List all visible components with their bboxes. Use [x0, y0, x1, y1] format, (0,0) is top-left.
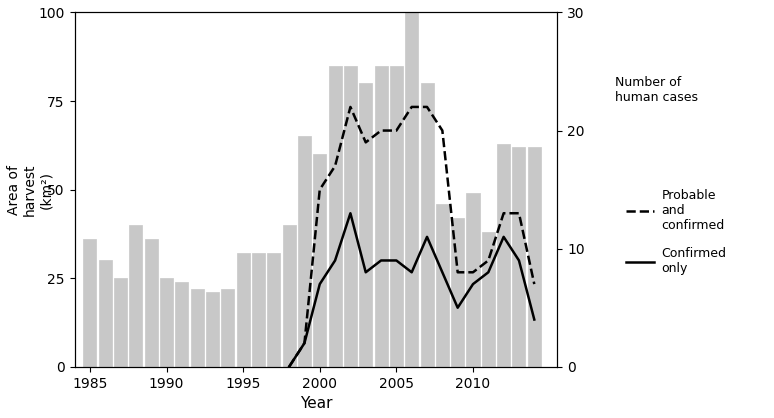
Bar [420, 83, 433, 367]
Legend: Probable
and
confirmed, Confirmed
only: Probable and confirmed, Confirmed only [622, 184, 731, 280]
Bar [359, 83, 372, 367]
Bar [160, 278, 173, 367]
Bar [206, 292, 219, 367]
Bar [221, 289, 235, 367]
Bar [375, 66, 388, 367]
Y-axis label: Area of
harvest
(km²): Area of harvest (km²) [7, 163, 53, 216]
X-axis label: Year: Year [300, 396, 332, 411]
Bar [99, 260, 111, 367]
Bar [252, 253, 265, 367]
Bar [313, 154, 327, 367]
Bar [176, 282, 188, 367]
Bar [237, 253, 250, 367]
Bar [129, 225, 142, 367]
Bar [390, 66, 403, 367]
Bar [283, 225, 296, 367]
Bar [298, 136, 311, 367]
Bar [84, 239, 97, 367]
Bar [114, 278, 127, 367]
Bar [190, 289, 204, 367]
Bar [406, 13, 418, 367]
Bar [528, 147, 541, 367]
Bar [481, 232, 495, 367]
Bar [344, 66, 357, 367]
Bar [145, 239, 158, 367]
Bar [329, 66, 341, 367]
Bar [451, 218, 464, 367]
Bar [497, 143, 510, 367]
Text: Number of
human cases: Number of human cases [615, 76, 698, 104]
Bar [512, 147, 526, 367]
Bar [267, 253, 280, 367]
Bar [436, 204, 449, 367]
Bar [467, 193, 480, 367]
